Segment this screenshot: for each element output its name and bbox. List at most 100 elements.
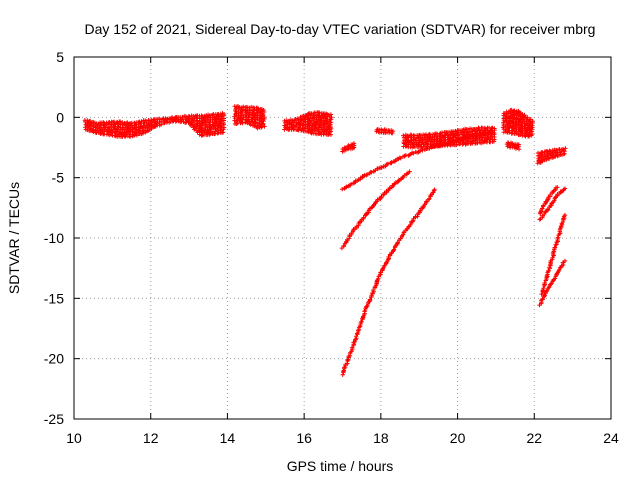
- data-point: [507, 115, 512, 121]
- data-point: [512, 108, 517, 113]
- data-point: [426, 197, 432, 202]
- y-tick-label: -25: [44, 411, 64, 427]
- data-point: [326, 119, 332, 124]
- x-axis: 10 12 14 16 18 20 22 24: [66, 57, 619, 446]
- data-point: [262, 116, 267, 122]
- data-point: [351, 145, 357, 150]
- data-point: [360, 316, 365, 321]
- x-tick-label: 12: [143, 430, 159, 446]
- data-point: [562, 258, 568, 264]
- data-point: [349, 345, 355, 350]
- data-point: [431, 188, 437, 193]
- data-series: [401, 125, 497, 150]
- data-point: [396, 178, 401, 184]
- data-point: [491, 139, 497, 144]
- x-tick-label: 10: [66, 430, 82, 446]
- data-series: [340, 141, 357, 154]
- data-point: [367, 297, 373, 302]
- data-point: [401, 133, 406, 138]
- data-point: [113, 126, 118, 131]
- data-point: [542, 280, 547, 286]
- data-point: [207, 132, 212, 137]
- data-point: [507, 130, 512, 135]
- data-point: [438, 133, 443, 138]
- data-series: [232, 104, 267, 131]
- y-tick-label: -20: [44, 351, 64, 367]
- data-point: [219, 114, 224, 119]
- data-point: [418, 208, 423, 213]
- data-point: [548, 281, 554, 287]
- data-point: [362, 308, 368, 314]
- data-point: [299, 117, 304, 123]
- x-tick-label: 14: [220, 430, 236, 446]
- data-point: [520, 111, 525, 117]
- data-point: [552, 276, 558, 281]
- data-point: [339, 187, 345, 192]
- data-point: [220, 130, 226, 135]
- data-point: [387, 185, 393, 191]
- y-axis-label: SDTVAR / TECUs: [6, 182, 22, 294]
- data-point: [364, 304, 369, 309]
- data-point: [555, 235, 560, 241]
- x-tick-label: 24: [603, 430, 619, 446]
- data-series: [374, 127, 396, 136]
- data-point: [252, 108, 257, 113]
- data-point: [240, 120, 245, 126]
- data-point: [505, 122, 511, 128]
- data-series: [504, 140, 522, 152]
- data-point: [562, 212, 568, 218]
- data-point: [355, 328, 361, 333]
- data-point: [282, 127, 287, 132]
- data-point: [390, 130, 395, 136]
- data-point: [127, 134, 133, 139]
- data-point: [529, 131, 535, 137]
- data-point: [390, 128, 396, 134]
- x-tick-label: 20: [450, 430, 466, 446]
- data-point: [385, 161, 391, 166]
- data-point: [541, 286, 546, 291]
- data-point: [340, 372, 345, 378]
- y-tick-label: 5: [56, 49, 64, 65]
- data-series: [282, 110, 334, 137]
- y-tick-label: -15: [44, 290, 64, 306]
- data-point: [328, 132, 334, 137]
- data-series: [537, 186, 568, 222]
- data-point: [328, 112, 334, 117]
- data-point: [451, 139, 457, 144]
- data-point: [551, 250, 556, 255]
- data-point: [432, 187, 437, 192]
- data-point: [312, 128, 317, 133]
- data-point: [151, 117, 156, 123]
- data-point: [140, 131, 146, 136]
- data-point: [473, 133, 479, 138]
- data-point: [523, 123, 528, 129]
- data-point: [454, 142, 459, 148]
- data-series: [500, 107, 535, 139]
- data-point: [535, 161, 540, 166]
- data-point: [552, 245, 558, 250]
- data-point: [365, 303, 370, 309]
- chart-title: Day 152 of 2021, Sidereal Day-to-day VTE…: [85, 21, 596, 37]
- data-point: [391, 247, 397, 252]
- data-point: [513, 131, 519, 136]
- x-tick-label: 18: [373, 430, 389, 446]
- data-point: [262, 124, 267, 129]
- data-point: [562, 151, 567, 156]
- x-tick-label: 16: [296, 430, 312, 446]
- data-point: [212, 131, 218, 137]
- data-series: [537, 185, 560, 216]
- data-series: [340, 187, 437, 378]
- data-point: [547, 148, 552, 153]
- y-tick-label: -10: [44, 230, 64, 246]
- plot-area: [82, 104, 568, 378]
- data-point: [562, 186, 568, 191]
- data-point: [261, 121, 266, 127]
- data-point: [537, 217, 542, 222]
- data-point: [359, 319, 364, 325]
- data-point: [557, 267, 562, 273]
- data-point: [530, 120, 535, 126]
- data-point: [343, 145, 348, 150]
- data-point: [546, 268, 551, 273]
- x-axis-label: GPS time / hours: [287, 458, 394, 474]
